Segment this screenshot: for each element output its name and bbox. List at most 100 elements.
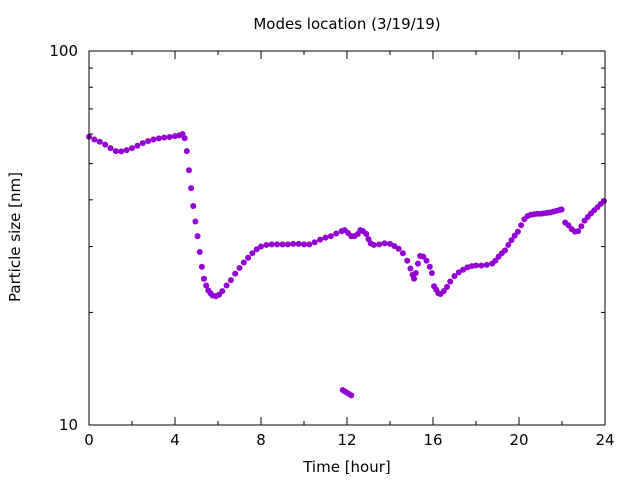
data-point: [107, 145, 114, 152]
x-tick-label: 4: [170, 431, 180, 449]
data-point: [370, 241, 377, 248]
tick-labels: 0 4 8 12 16 20 24 10 100: [49, 42, 614, 449]
data-point: [348, 392, 355, 399]
data-point: [443, 283, 450, 290]
chart-title: Modes location (3/19/19): [253, 15, 440, 33]
x-tick-label: 20: [509, 431, 528, 449]
data-point: [219, 288, 226, 295]
data-point: [363, 231, 370, 238]
data-point: [492, 257, 499, 264]
y-axis-label: Particle size [nm]: [6, 172, 24, 302]
data-point: [322, 234, 329, 241]
data-point: [306, 241, 313, 248]
data-point: [198, 263, 205, 270]
data-point: [123, 147, 130, 154]
data-point: [395, 245, 402, 252]
data-point: [514, 228, 521, 235]
x-tick-label: 0: [84, 431, 94, 449]
data-point: [295, 240, 302, 247]
data-point: [505, 241, 512, 248]
x-tick-label: 12: [337, 431, 356, 449]
data-point: [404, 257, 411, 264]
data-point: [327, 233, 334, 240]
data-point: [118, 148, 125, 155]
data-point: [196, 249, 203, 256]
data-points: [86, 130, 607, 399]
data-point: [399, 250, 406, 257]
data-point: [201, 275, 208, 282]
data-point: [227, 277, 234, 284]
data-point: [188, 185, 195, 192]
data-point: [96, 138, 103, 145]
data-point: [600, 198, 607, 205]
data-point: [558, 206, 565, 213]
data-point: [145, 138, 152, 145]
data-point: [420, 253, 427, 260]
data-point: [440, 288, 447, 295]
data-point: [412, 269, 419, 276]
data-point: [502, 247, 509, 254]
data-point: [185, 167, 192, 174]
plot-frame: [88, 50, 606, 426]
data-point: [578, 223, 585, 230]
data-point: [112, 148, 119, 155]
data-point: [279, 241, 286, 248]
data-point: [253, 246, 260, 253]
data-point: [263, 241, 270, 248]
data-point: [161, 134, 168, 141]
data-point: [428, 269, 435, 276]
data-point: [414, 260, 421, 267]
data-point: [258, 243, 264, 250]
data-point: [333, 230, 340, 237]
data-point: [478, 262, 485, 269]
data-point: [139, 140, 146, 147]
data-point: [518, 222, 525, 229]
data-point: [166, 133, 173, 140]
x-tick-label: 24: [595, 431, 614, 449]
data-point: [274, 241, 281, 248]
data-point: [317, 236, 324, 243]
data-point: [301, 241, 307, 248]
data-point: [181, 135, 188, 142]
data-point: [232, 270, 239, 277]
data-point: [91, 136, 98, 143]
data-point: [483, 261, 490, 268]
data-point: [473, 262, 479, 269]
data-point: [447, 278, 454, 285]
data-point: [150, 136, 157, 143]
data-point: [391, 243, 398, 250]
data-point: [240, 259, 247, 266]
data-point: [311, 239, 318, 246]
data-point: [236, 264, 243, 271]
data-point: [203, 282, 210, 289]
data-point: [245, 254, 252, 261]
data-point: [381, 240, 388, 247]
data-point: [511, 232, 518, 239]
data-point: [451, 273, 458, 280]
data-point: [290, 240, 297, 247]
data-point: [284, 241, 291, 248]
data-point: [423, 257, 430, 264]
data-point: [426, 263, 433, 270]
data-point: [183, 148, 190, 155]
y-tick-label: 10: [59, 416, 78, 434]
data-point: [134, 142, 141, 149]
x-tick-label: 16: [423, 431, 442, 449]
data-point: [575, 228, 582, 235]
data-point: [376, 241, 383, 248]
data-point: [508, 237, 515, 244]
data-point: [223, 282, 230, 289]
data-point: [411, 275, 418, 282]
data-point: [249, 250, 256, 257]
y-tick-label: 100: [49, 42, 78, 60]
data-point: [194, 233, 201, 240]
x-axis-label: Time [hour]: [302, 458, 391, 476]
data-point: [155, 135, 162, 142]
x-tick-label: 8: [256, 431, 266, 449]
data-point: [268, 241, 275, 248]
data-point: [407, 265, 414, 272]
data-point: [192, 218, 199, 225]
data-point: [102, 141, 109, 148]
data-point: [190, 203, 197, 210]
